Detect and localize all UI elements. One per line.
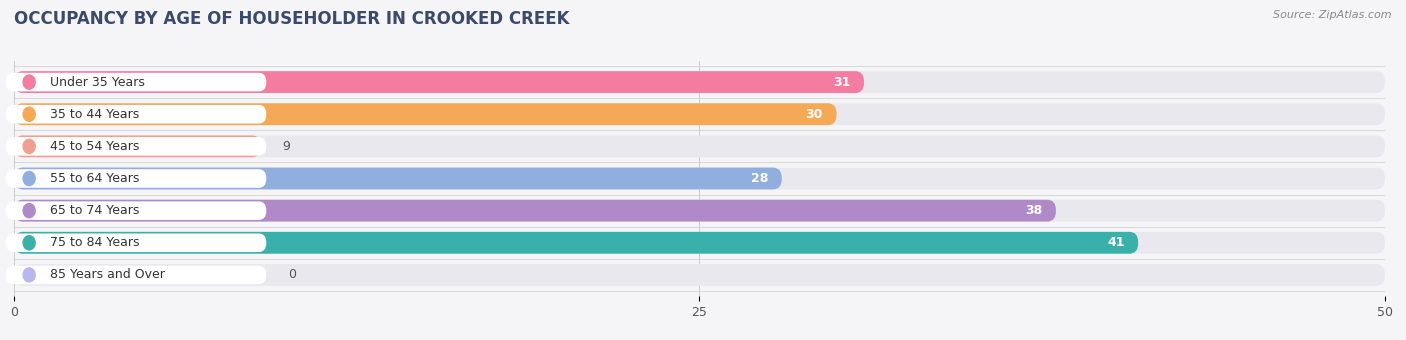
FancyBboxPatch shape (14, 71, 863, 93)
Text: 9: 9 (283, 140, 291, 153)
FancyBboxPatch shape (14, 168, 782, 189)
FancyBboxPatch shape (14, 103, 837, 125)
Text: 38: 38 (1025, 204, 1042, 217)
Circle shape (22, 268, 35, 282)
FancyBboxPatch shape (14, 71, 1385, 93)
FancyBboxPatch shape (6, 73, 266, 91)
Text: 55 to 64 Years: 55 to 64 Years (49, 172, 139, 185)
Circle shape (22, 75, 35, 89)
Text: 30: 30 (806, 108, 823, 121)
Text: 41: 41 (1107, 236, 1125, 249)
Text: 35 to 44 Years: 35 to 44 Years (49, 108, 139, 121)
FancyBboxPatch shape (14, 135, 1385, 157)
FancyBboxPatch shape (6, 201, 266, 220)
Text: 65 to 74 Years: 65 to 74 Years (49, 204, 139, 217)
Text: Source: ZipAtlas.com: Source: ZipAtlas.com (1274, 10, 1392, 20)
Circle shape (22, 107, 35, 121)
FancyBboxPatch shape (14, 232, 1139, 254)
Text: 75 to 84 Years: 75 to 84 Years (49, 236, 139, 249)
Text: 31: 31 (832, 75, 851, 89)
FancyBboxPatch shape (14, 200, 1056, 222)
Text: 28: 28 (751, 172, 768, 185)
FancyBboxPatch shape (14, 264, 1385, 286)
FancyBboxPatch shape (6, 105, 266, 123)
Text: 85 Years and Over: 85 Years and Over (49, 268, 165, 282)
Text: 0: 0 (288, 268, 297, 282)
Text: 45 to 54 Years: 45 to 54 Years (49, 140, 139, 153)
FancyBboxPatch shape (14, 168, 1385, 189)
FancyBboxPatch shape (14, 103, 1385, 125)
Text: OCCUPANCY BY AGE OF HOUSEHOLDER IN CROOKED CREEK: OCCUPANCY BY AGE OF HOUSEHOLDER IN CROOK… (14, 10, 569, 28)
Circle shape (22, 171, 35, 186)
FancyBboxPatch shape (6, 234, 266, 252)
FancyBboxPatch shape (14, 200, 1385, 222)
Text: Under 35 Years: Under 35 Years (49, 75, 145, 89)
FancyBboxPatch shape (14, 135, 262, 157)
Circle shape (22, 204, 35, 218)
Circle shape (22, 139, 35, 153)
Circle shape (22, 236, 35, 250)
FancyBboxPatch shape (6, 137, 266, 156)
FancyBboxPatch shape (6, 266, 266, 284)
FancyBboxPatch shape (6, 169, 266, 188)
FancyBboxPatch shape (14, 232, 1385, 254)
